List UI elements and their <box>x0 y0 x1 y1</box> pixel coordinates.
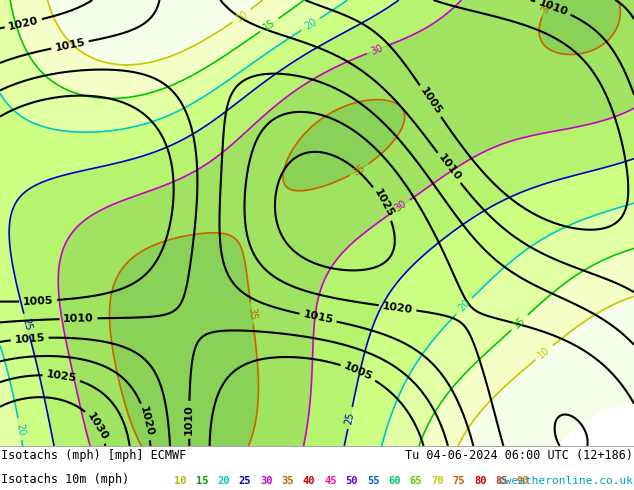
Text: 40: 40 <box>303 476 315 487</box>
Text: 30: 30 <box>260 476 273 487</box>
Text: 1025: 1025 <box>46 369 77 384</box>
Text: 1020: 1020 <box>382 301 413 315</box>
Text: 45: 45 <box>324 476 337 487</box>
Text: 1015: 1015 <box>302 310 334 326</box>
Text: 25: 25 <box>344 411 356 425</box>
Text: 25: 25 <box>238 476 251 487</box>
Text: 10: 10 <box>234 8 250 24</box>
Text: 1015: 1015 <box>14 333 46 344</box>
Text: 75: 75 <box>453 476 465 487</box>
Text: 20: 20 <box>303 17 318 32</box>
Text: 15: 15 <box>512 315 527 330</box>
Text: 70: 70 <box>431 476 444 487</box>
Text: 10: 10 <box>174 476 187 487</box>
Text: 85: 85 <box>495 476 508 487</box>
Text: 15: 15 <box>261 18 277 33</box>
Text: 1010: 1010 <box>537 0 569 18</box>
Text: ©weatheronline.co.uk: ©weatheronline.co.uk <box>498 476 633 487</box>
Text: 1005: 1005 <box>23 295 54 307</box>
Text: 60: 60 <box>389 476 401 487</box>
Text: 30: 30 <box>370 43 385 56</box>
Text: 1005: 1005 <box>342 361 374 383</box>
Text: 1020: 1020 <box>7 15 39 31</box>
Text: 10: 10 <box>536 345 552 360</box>
Text: 1010: 1010 <box>63 313 94 324</box>
Text: 1015: 1015 <box>54 37 86 53</box>
Text: 65: 65 <box>410 476 422 487</box>
Text: 1020: 1020 <box>138 406 155 438</box>
Text: 30: 30 <box>393 199 409 214</box>
Text: 1030: 1030 <box>85 411 110 442</box>
Text: 80: 80 <box>474 476 486 487</box>
Text: 20: 20 <box>217 476 230 487</box>
Text: 35: 35 <box>246 307 257 320</box>
Text: Tu 04-06-2024 06:00 UTC (12+186): Tu 04-06-2024 06:00 UTC (12+186) <box>404 449 633 463</box>
Text: 20: 20 <box>456 298 472 314</box>
Text: 35: 35 <box>281 476 294 487</box>
Text: 50: 50 <box>346 476 358 487</box>
Text: 1010: 1010 <box>184 404 194 435</box>
Text: 1005: 1005 <box>418 86 443 117</box>
Text: Isotachs (mph) [mph] ECMWF: Isotachs (mph) [mph] ECMWF <box>1 449 186 463</box>
Text: 90: 90 <box>517 476 529 487</box>
Text: Isotachs 10m (mph): Isotachs 10m (mph) <box>1 473 129 487</box>
Text: 55: 55 <box>367 476 380 487</box>
Text: 35: 35 <box>540 0 555 15</box>
Text: 15: 15 <box>196 476 209 487</box>
Text: 1010: 1010 <box>436 153 462 183</box>
Text: 25: 25 <box>20 318 33 332</box>
Text: 1025: 1025 <box>372 188 395 219</box>
Text: 20: 20 <box>14 422 26 436</box>
Text: 35: 35 <box>351 162 367 177</box>
